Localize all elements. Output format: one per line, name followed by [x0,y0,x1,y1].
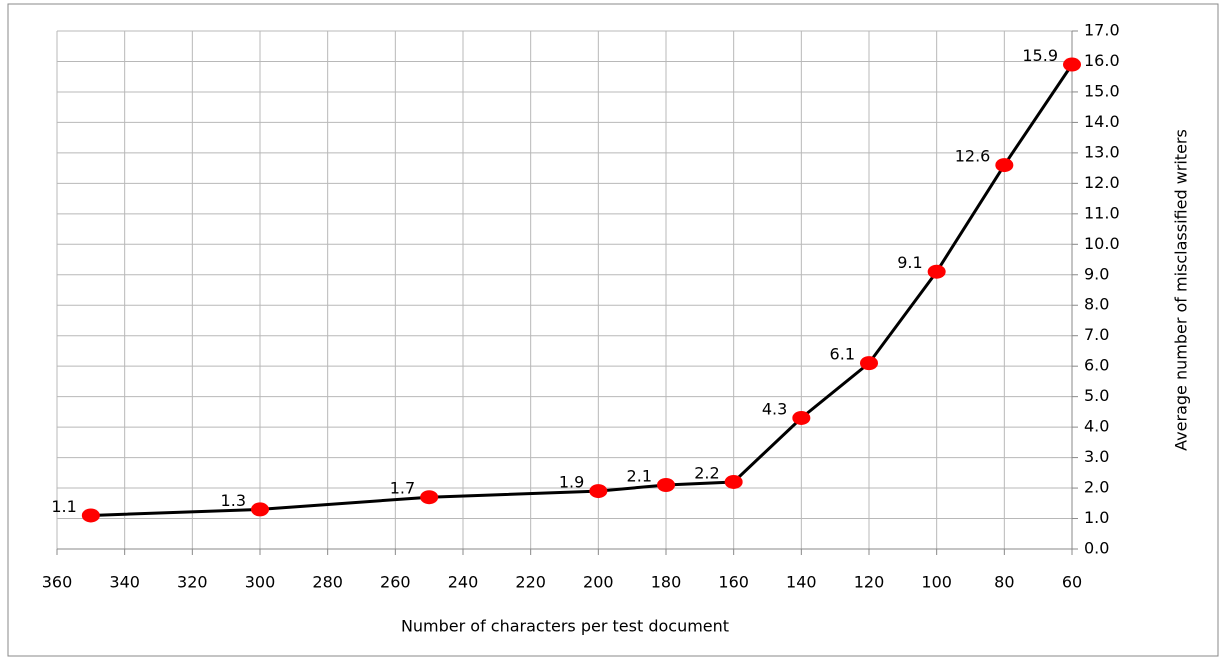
data-point [589,484,608,499]
data-point [657,478,675,493]
data-point [792,410,811,425]
data-label: 15.9 [1022,46,1058,65]
chart-border [7,3,1219,657]
data-label: 4.3 [762,399,787,418]
x-tick-label: 260 [380,573,411,592]
data-label: 6.1 [830,345,855,364]
data-label: 1.9 [559,473,584,492]
x-tick-label: 280 [312,573,343,592]
x-tick-label: 160 [718,573,749,592]
x-tick-label: 140 [786,573,817,592]
x-tick-label: 320 [177,573,208,592]
x-tick-label: 240 [448,573,479,592]
data-point [1063,57,1081,72]
y-tick-label: 11.0 [1084,203,1120,222]
y-tick-label: 8.0 [1084,295,1109,314]
x-tick-label: 80 [994,573,1014,592]
x-tick-label: 60 [1062,573,1082,592]
data-point [995,158,1014,173]
x-tick-label: 100 [921,573,952,592]
y-tick-label: 10.0 [1084,234,1120,253]
y-tick-label: 13.0 [1084,142,1120,161]
y-tick-label: 1.0 [1084,508,1109,527]
x-tick-label: 220 [515,573,546,592]
y-tick-label: 12.0 [1084,173,1120,192]
data-point [724,474,743,489]
data-label: 2.1 [627,467,652,486]
data-label: 1.7 [390,479,415,498]
y-tick-label: 6.0 [1084,356,1109,375]
data-label: 1.1 [51,497,76,516]
x-tick-label: 360 [42,573,73,592]
y-tick-label: 14.0 [1084,112,1120,131]
y-tick-label: 3.0 [1084,447,1109,466]
data-label: 1.3 [221,491,246,510]
y-tick-label: 5.0 [1084,386,1109,405]
data-label: 12.6 [955,147,991,166]
y-tick-label: 16.0 [1084,51,1120,70]
y-tick-label: 4.0 [1084,417,1109,436]
data-point [251,502,269,517]
y-tick-label: 9.0 [1084,264,1109,283]
y-tick-label: 2.0 [1084,478,1109,497]
y-tick-label: 15.0 [1084,81,1120,100]
data-point [420,490,439,505]
x-axis-title: Number of characters per test document [401,617,729,636]
data-point [860,356,878,371]
data-point [81,508,100,523]
x-tick-label: 200 [583,573,614,592]
y-tick-label: 17.0 [1084,21,1120,40]
y-tick-label: 0.0 [1084,539,1109,558]
x-tick-label: 300 [245,573,276,592]
x-tick-label: 120 [854,573,885,592]
y-axis-title: Average number of misclassified writers [1172,129,1191,451]
data-point [927,264,946,279]
y-tick-label: 7.0 [1084,325,1109,344]
data-label: 9.1 [897,253,922,272]
x-tick-label: 340 [109,573,140,592]
x-tick-label: 180 [651,573,682,592]
data-label: 2.2 [694,463,719,482]
